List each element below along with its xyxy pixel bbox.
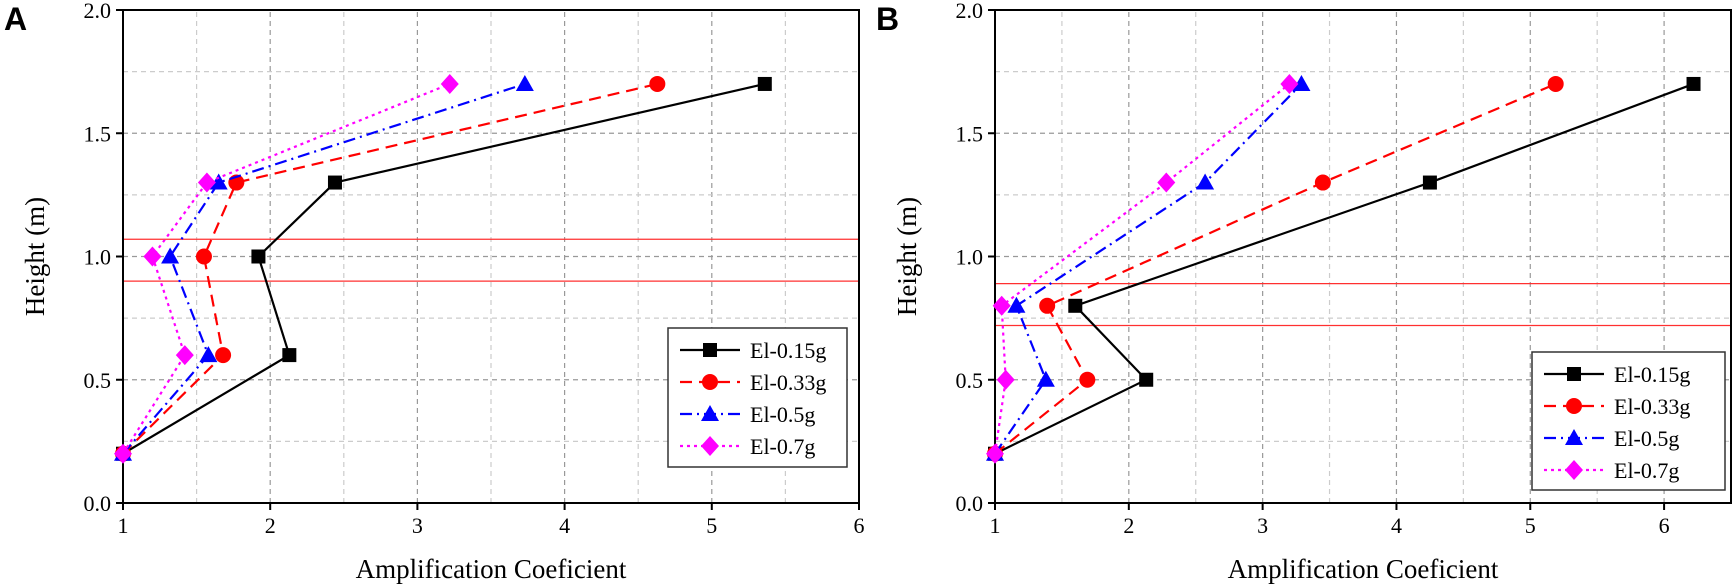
x-tick-label: 3 [412, 513, 423, 538]
panel-label: B [876, 1, 899, 37]
y-tick-label: 0.5 [84, 368, 112, 393]
circle-marker [1314, 174, 1331, 191]
circle-marker [215, 347, 232, 364]
x-axis-label: Amplification Coeficient [1228, 554, 1499, 584]
y-tick-label: 1.0 [956, 245, 984, 270]
series-line [994, 82, 1557, 455]
x-tick-label: 6 [854, 513, 865, 538]
triangle-marker [209, 173, 228, 190]
panel-B: 1 2 3 4 5 6 0.0 0.5 1.0 1.5 2.0 Amplification Coefi… [876, 0, 1732, 584]
legend: El-0.15g El-0.33g El-0.5g El-0.7g [1531, 351, 1726, 491]
circle-marker [1547, 75, 1564, 92]
circle-marker [1079, 371, 1096, 388]
series-El-0.15g [988, 76, 1701, 461]
triangle-marker [1292, 74, 1311, 91]
legend-label: El-0.15g [1614, 362, 1690, 387]
series-El-0.7g [114, 73, 459, 464]
x-axis-label: Amplification Coeficient [356, 554, 627, 584]
x-tick-label: 2 [265, 513, 276, 538]
diamond-marker [440, 73, 459, 94]
diamond-marker [1280, 73, 1299, 94]
triangle-marker [1196, 173, 1215, 190]
y-axis-label: Height (m) [892, 197, 922, 316]
legend: El-0.15g El-0.33g El-0.5g El-0.7g [667, 327, 848, 468]
square-marker [282, 348, 297, 363]
y-axis-label: Height (m) [20, 197, 50, 316]
square-marker [1422, 175, 1437, 190]
diamond-marker [996, 369, 1015, 390]
square-marker [1139, 372, 1154, 387]
x-tick-label: 4 [559, 513, 570, 538]
series-line [993, 83, 1291, 454]
legend-label: El-0.7g [1614, 458, 1679, 483]
legend-label: El-0.15g [750, 338, 826, 363]
square-marker [1068, 298, 1083, 313]
panel-A: 1 2 3 4 5 6 0.0 0.5 1.0 1.5 2.0 Amplification Coefi… [4, 0, 865, 584]
diamond-marker [1565, 460, 1583, 480]
circle-marker [649, 75, 666, 92]
diamond-marker [1157, 172, 1176, 193]
series-line [122, 82, 658, 455]
square-marker [1686, 76, 1701, 91]
y-tick-label: 0.5 [956, 368, 984, 393]
legend-label: El-0.33g [750, 370, 826, 395]
square-marker [327, 175, 342, 190]
triangle-marker [1036, 370, 1055, 387]
x-tick-label: 3 [1257, 513, 1268, 538]
y-tick-label: 2.0 [84, 0, 112, 23]
diamond-marker [175, 345, 194, 366]
diamond-marker [197, 172, 216, 193]
triangle-marker [161, 247, 180, 264]
x-tick-label: 1 [118, 513, 129, 538]
y-tick-label: 1.5 [84, 121, 112, 146]
legend-label: El-0.33g [1614, 394, 1690, 419]
square-marker [703, 343, 717, 357]
diamond-marker [992, 295, 1011, 316]
circle-marker [195, 248, 212, 265]
y-tick-label: 1.5 [956, 121, 984, 146]
diamond-marker [114, 443, 132, 464]
circle-marker [1039, 297, 1056, 314]
legend-label: El-0.5g [1614, 426, 1679, 451]
x-tick-label: 2 [1123, 513, 1134, 538]
square-marker [251, 249, 266, 264]
x-tick-label: 4 [1391, 513, 1402, 538]
square-marker [757, 76, 772, 91]
circle-marker [1566, 398, 1582, 414]
y-tick-label: 0.0 [956, 491, 984, 516]
circle-marker [702, 374, 718, 390]
series-El-0.7g [986, 73, 1299, 464]
triangle-marker [701, 405, 719, 421]
square-marker [1567, 367, 1581, 381]
triangle-marker [1007, 296, 1026, 313]
diamond-marker [143, 246, 162, 267]
triangle-marker [1565, 429, 1583, 445]
x-tick-label: 1 [990, 513, 1001, 538]
y-tick-label: 0.0 [84, 491, 112, 516]
y-tick-label: 2.0 [956, 0, 984, 23]
triangle-marker [515, 74, 534, 91]
x-tick-label: 5 [706, 513, 717, 538]
legend-label: El-0.7g [750, 434, 815, 459]
legend-box [667, 327, 848, 468]
x-tick-label: 5 [1525, 513, 1536, 538]
diamond-marker [701, 436, 719, 456]
series-line [122, 82, 451, 455]
legend-label: El-0.5g [750, 402, 815, 427]
x-tick-label: 6 [1659, 513, 1670, 538]
series-line [122, 82, 526, 455]
series-line [994, 83, 1303, 455]
panel-label: A [4, 1, 27, 37]
diamond-marker [986, 443, 1004, 464]
y-tick-label: 1.0 [84, 245, 112, 270]
triangle-marker [199, 346, 218, 363]
